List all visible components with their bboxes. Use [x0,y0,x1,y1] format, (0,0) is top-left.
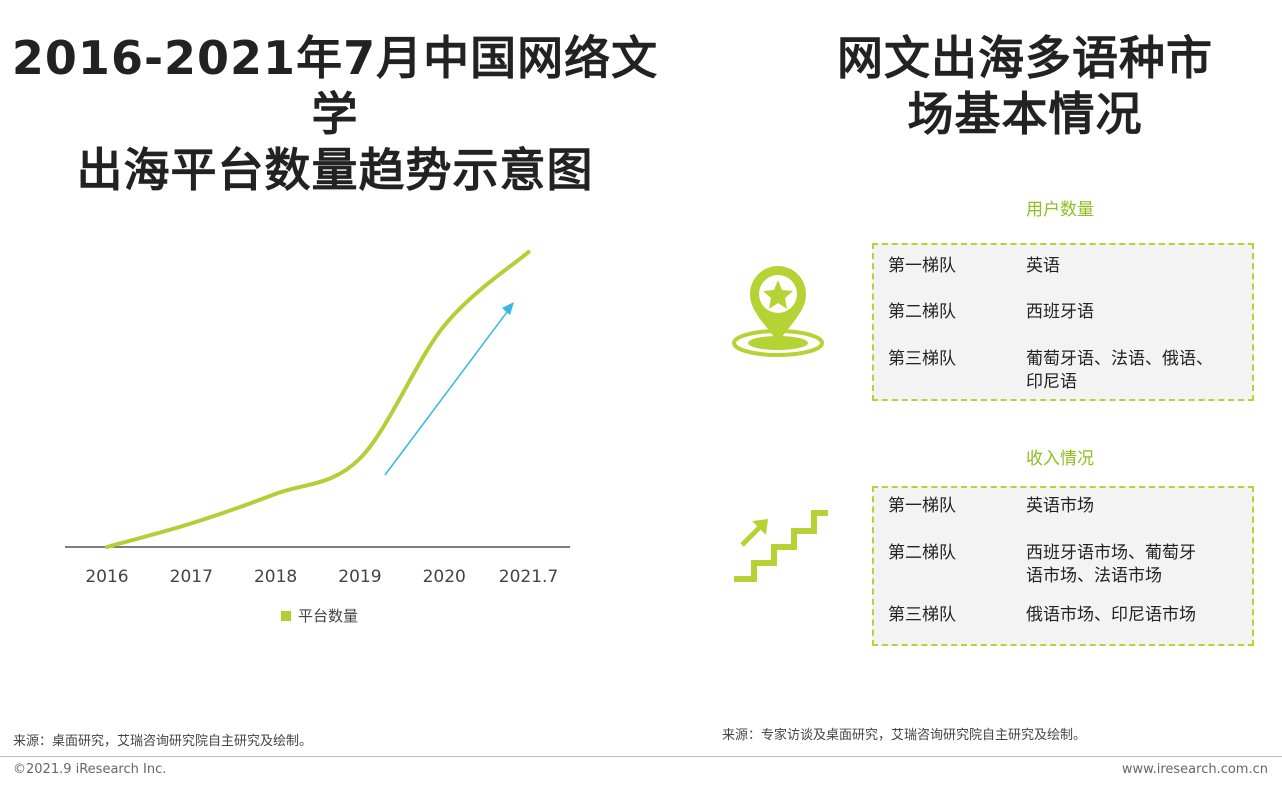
tier-languages-line1: 葡萄牙语、法语、俄语、 [1026,349,1213,369]
tier-markets: 俄语市场、印尼语市场 [1026,605,1196,625]
legend-label: 平台数量 [298,607,358,625]
source-note-left: 来源：桌面研究，艾瑞咨询研究院自主研究及绘制。 [13,734,313,749]
website-url: www.iresearch.com.cn [1121,762,1268,777]
tier-label: 第三梯队 [888,349,956,369]
copyright: ©2021.9 iResearch Inc. [13,762,167,777]
tier-label: 第二梯队 [888,543,956,563]
tier-markets-line2: 语市场、法语市场 [1026,566,1162,586]
source-note-right: 来源：专家访谈及桌面研究，艾瑞咨询研究院自主研究及绘制。 [722,728,1087,743]
user-count-label: 用户数量 [1026,200,1094,220]
x-tick-label: 2017 [170,567,213,587]
revenue-label: 收入情况 [1026,449,1094,469]
x-tick-label: 2020 [423,567,466,587]
stairs-up-arrow-icon [734,510,828,582]
market-title-line2: 场基本情况 [907,87,1143,141]
tier-markets: 西班牙语市场、葡萄牙 语市场、法语市场 [1026,542,1241,588]
user-count-tier-box: 第一梯队 英语 第二梯队 西班牙语 第三梯队 葡萄牙语、法语、俄语、 印尼语 [872,243,1254,401]
series-line-platform-count [105,250,531,549]
tier-languages: 葡萄牙语、法语、俄语、 印尼语 [1026,348,1241,394]
tier-label: 第一梯队 [888,256,956,276]
legend-swatch [281,611,291,621]
revenue-tier-box: 第一梯队 英语市场 第二梯队 西班牙语市场、葡萄牙 语市场、法语市场 第三梯队 … [872,486,1254,646]
location-pin-star-icon [732,266,824,357]
market-title-line1: 网文出海多语种市 [837,31,1213,85]
footer-divider [0,756,1282,757]
chart-title-line2: 出海平台数量趋势示意图 [76,143,594,197]
market-title: 网文出海多语种市 场基本情况 [800,30,1250,142]
chart-title: 2016-2021年7月中国网络文学 出海平台数量趋势示意图 [0,30,670,198]
tier-languages-line2: 印尼语 [1026,372,1077,392]
tier-markets: 英语市场 [1026,496,1094,516]
tier-languages: 西班牙语 [1026,302,1094,322]
platform-count-chart: 2016 2017 2018 2019 2020 2021.7 平台数量 [65,250,570,625]
x-tick-label: 2021.7 [499,567,558,587]
trend-arrow-head [502,302,514,315]
x-tick-label: 2018 [254,567,297,587]
tier-label: 第三梯队 [888,605,956,625]
trend-arrow-line [384,307,511,476]
tier-markets-line1: 西班牙语市场、葡萄牙 [1026,543,1196,563]
x-tick-label: 2016 [85,567,128,587]
tier-label: 第二梯队 [888,302,956,322]
tier-label: 第一梯队 [888,496,956,516]
tier-languages: 英语 [1026,256,1060,276]
x-tick-label: 2019 [338,567,381,587]
chart-title-line1: 2016-2021年7月中国网络文学 [11,31,659,141]
